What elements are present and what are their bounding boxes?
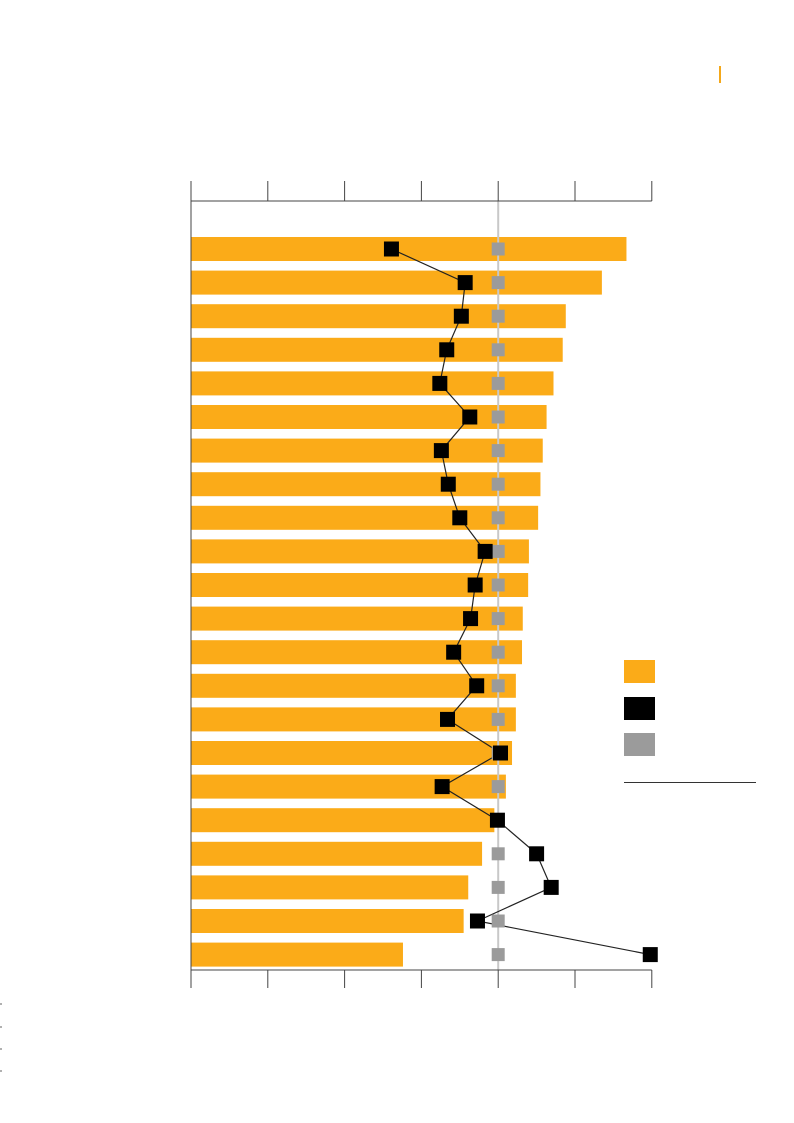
black-marker xyxy=(453,308,469,324)
gray-marker xyxy=(491,679,505,693)
gray-marker xyxy=(491,276,505,290)
gray-marker xyxy=(491,612,505,626)
gray-marker xyxy=(491,948,505,962)
axes-group xyxy=(190,181,653,988)
bar xyxy=(191,505,539,530)
bar xyxy=(191,673,516,698)
black-marker xyxy=(452,510,468,526)
bar xyxy=(191,304,566,329)
legend-divider xyxy=(624,782,756,783)
bars-group xyxy=(191,237,627,967)
header-accent-mark xyxy=(719,66,721,83)
legend-swatch-gray-marker xyxy=(624,733,655,756)
gray-marker xyxy=(491,511,505,525)
margin-dot xyxy=(0,1026,2,1028)
gray-marker xyxy=(491,847,505,861)
black-marker xyxy=(489,812,505,828)
gray-marker xyxy=(491,343,505,357)
bar xyxy=(191,438,543,463)
bar xyxy=(191,270,602,295)
gray-marker xyxy=(491,780,505,794)
black-marker xyxy=(439,342,455,358)
margin-dot xyxy=(0,1003,2,1005)
black-marker xyxy=(467,577,483,593)
gray-marker xyxy=(491,309,505,323)
margin-dot xyxy=(0,1070,2,1072)
bar xyxy=(191,875,469,900)
bar xyxy=(191,337,563,362)
gray-marker xyxy=(491,242,505,256)
black-marker xyxy=(543,879,559,895)
gray-marker xyxy=(491,578,505,592)
margin-dot xyxy=(0,1048,2,1050)
black-marker xyxy=(440,711,456,727)
black-marker xyxy=(383,241,399,257)
gray-marker xyxy=(491,645,505,659)
black-marker xyxy=(457,275,473,291)
bar xyxy=(191,841,483,866)
bar xyxy=(191,808,495,833)
bar xyxy=(191,909,464,933)
legend-swatch-bar xyxy=(624,660,655,683)
black-marker xyxy=(440,476,456,492)
gray-marker xyxy=(491,477,505,491)
black-marker xyxy=(462,409,478,425)
bar xyxy=(191,774,506,799)
gray-marker xyxy=(491,880,505,894)
black-marker xyxy=(642,947,658,963)
black-marker xyxy=(477,543,493,559)
bar xyxy=(191,707,516,732)
black-marker xyxy=(493,745,509,761)
bar xyxy=(191,405,547,429)
gray-marker xyxy=(491,376,505,390)
gray-marker xyxy=(491,712,505,726)
black-marker xyxy=(432,375,448,391)
gray-marker xyxy=(491,544,505,558)
gray-marker xyxy=(491,410,505,424)
connector-line-group xyxy=(391,248,651,956)
black-marker xyxy=(446,644,462,660)
black-marker xyxy=(463,611,479,627)
black-marker xyxy=(434,779,450,795)
gray-marker xyxy=(491,444,505,458)
markers-group xyxy=(383,241,658,963)
black-marker xyxy=(469,678,485,694)
bar xyxy=(191,472,541,497)
bar xyxy=(191,640,523,665)
bar xyxy=(191,741,513,765)
black-marker xyxy=(469,913,485,929)
bar xyxy=(191,942,403,967)
bar xyxy=(191,539,529,564)
black-marker xyxy=(433,443,449,459)
gray-marker xyxy=(491,914,505,928)
black-series-line xyxy=(391,248,651,956)
black-marker xyxy=(529,846,545,862)
legend-swatch-black-marker xyxy=(624,697,655,720)
